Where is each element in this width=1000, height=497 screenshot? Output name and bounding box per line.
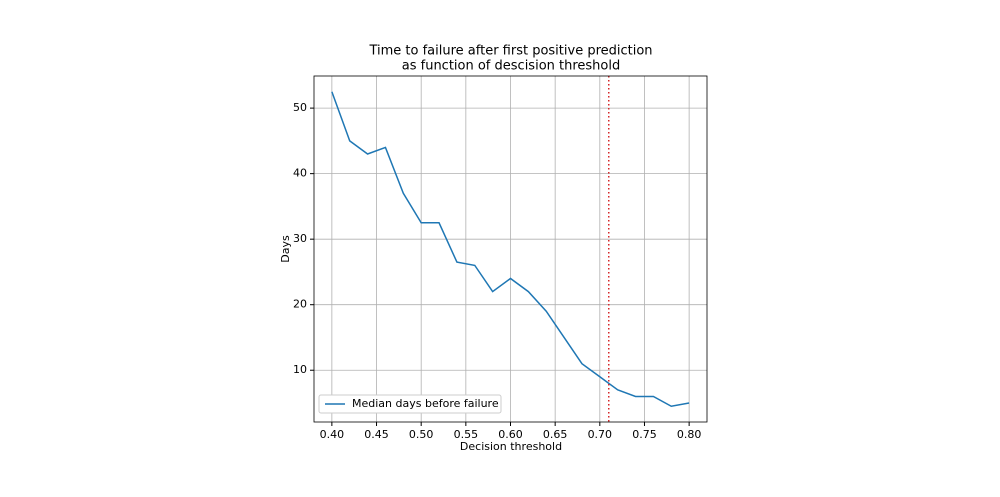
y-tick-label: 30 bbox=[293, 232, 307, 245]
chart-title: as function of descision threshold bbox=[402, 59, 621, 74]
y-tick-label: 50 bbox=[293, 101, 307, 114]
y-axis-label: Days bbox=[279, 235, 292, 263]
x-tick-label: 0.70 bbox=[588, 428, 613, 441]
y-tick-label: 20 bbox=[293, 298, 307, 311]
legend-label: Median days before failure bbox=[352, 397, 499, 410]
chart-title: Time to failure after first positive pre… bbox=[368, 44, 652, 59]
x-tick-label: 0.65 bbox=[543, 428, 568, 441]
legend-box bbox=[318, 394, 502, 414]
x-tick-label: 0.75 bbox=[632, 428, 657, 441]
x-tick-label: 0.55 bbox=[454, 428, 479, 441]
line bbox=[331, 91, 690, 408]
x-tick-label: 0.80 bbox=[677, 428, 702, 441]
y-tick-label: 40 bbox=[293, 167, 307, 180]
x-axis-label: Decision threshold bbox=[460, 440, 562, 453]
x-tick-label: 0.60 bbox=[498, 428, 523, 441]
x-tick-label: 0.45 bbox=[364, 428, 389, 441]
x-tick-label: 0.40 bbox=[320, 428, 345, 441]
plot-frame bbox=[313, 75, 708, 423]
x-tick-label: 0.50 bbox=[409, 428, 434, 441]
y-tick-label: 10 bbox=[293, 363, 307, 376]
